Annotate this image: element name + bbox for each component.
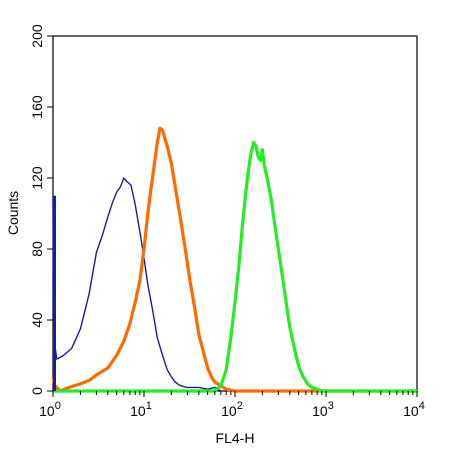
x-tick-label: 102 [221, 400, 243, 419]
y-tick-label: 120 [29, 166, 45, 190]
x-tick-label: 104 [403, 400, 425, 419]
y-axis: 0 40 80 120 160 200 [29, 24, 53, 395]
x-tick-label: 103 [312, 400, 334, 419]
x-axis-title: FL4-H [216, 430, 255, 446]
y-tick-label: 80 [29, 241, 45, 257]
x-tick-exponent: 4 [419, 400, 425, 412]
y-tick-label: 0 [29, 387, 45, 395]
x-tick-exponent: 2 [237, 400, 243, 412]
x-axis: 100 101 102 103 104 [39, 391, 425, 419]
y-tick-label: 200 [29, 24, 45, 48]
histogram-series-1 [52, 177, 222, 392]
x-tick-exponent: 1 [146, 400, 152, 412]
series-layer [51, 126, 417, 393]
x-tick-label: 101 [130, 400, 152, 419]
plot-frame [52, 35, 418, 392]
x-tick-label: 100 [39, 400, 61, 419]
x-tick-exponent: 0 [55, 400, 61, 412]
histogram-series-2 [51, 126, 417, 393]
histogram-series-3 [53, 140, 417, 393]
x-tick-exponent: 3 [328, 400, 334, 412]
y-tick-label: 40 [29, 312, 45, 328]
y-tick-label: 160 [29, 95, 45, 119]
y-axis-title: Counts [5, 191, 21, 235]
